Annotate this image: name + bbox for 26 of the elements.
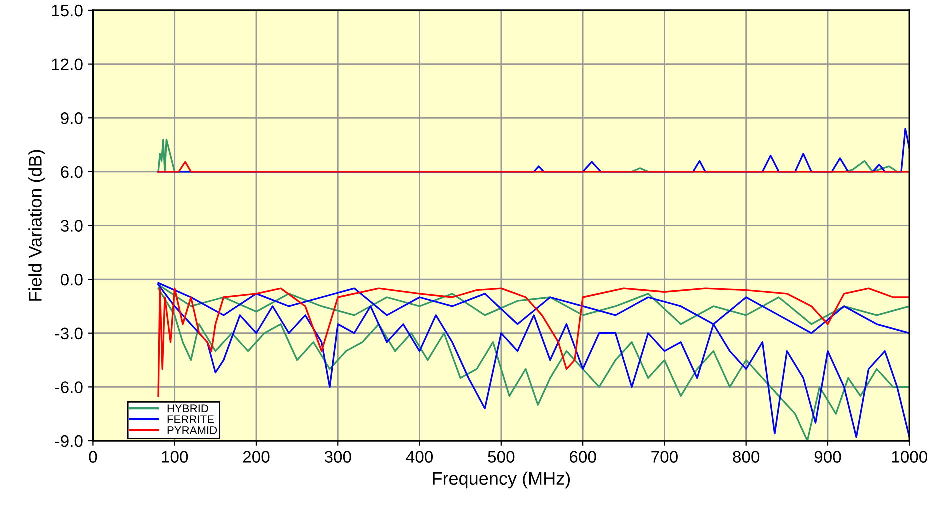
- y-tick-label: -9.0: [56, 435, 83, 448]
- y-tick-label: 15.0: [52, 4, 83, 17]
- x-tick-label: 500: [488, 451, 515, 463]
- y-tick-label: -3.0: [56, 328, 83, 340]
- y-tick-label: 9.0: [61, 112, 83, 124]
- x-tick-label: 100: [162, 451, 188, 463]
- x-tick-label: 1000: [892, 451, 928, 463]
- x-tick-label: 900: [814, 451, 842, 463]
- line-series: [158, 288, 910, 397]
- y-tick-label: 12.0: [52, 58, 83, 71]
- y-tick-label: -6.0: [56, 382, 83, 394]
- x-tick-label: 0: [89, 451, 98, 463]
- x-axis-title: Frequency (MHz): [433, 472, 570, 489]
- x-tick-label: 800: [733, 451, 760, 463]
- legend-label: PYRAMID: [168, 426, 218, 434]
- legend-label: FERRITE: [168, 416, 214, 424]
- x-tick-label: 600: [570, 451, 596, 463]
- y-tick-label: 3.0: [60, 220, 83, 232]
- y-tick-label: 6.0: [61, 166, 83, 178]
- y-tick-label: 0.0: [60, 274, 83, 286]
- y-axis-title: Field Variation (dB): [28, 150, 46, 301]
- x-tick-label: 400: [406, 451, 434, 463]
- x-tick-label: 700: [652, 451, 678, 463]
- x-tick-label: 300: [324, 451, 352, 463]
- x-tick-label: 200: [243, 451, 270, 463]
- legend-label: HYBRID: [168, 404, 208, 412]
